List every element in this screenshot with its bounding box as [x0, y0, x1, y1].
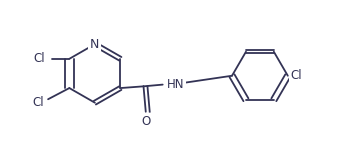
Text: O: O — [141, 115, 150, 128]
Text: Cl: Cl — [34, 52, 46, 65]
Text: Cl: Cl — [32, 96, 44, 109]
Text: HN: HN — [167, 78, 185, 91]
Text: Cl: Cl — [290, 69, 302, 82]
Text: N: N — [90, 38, 100, 51]
